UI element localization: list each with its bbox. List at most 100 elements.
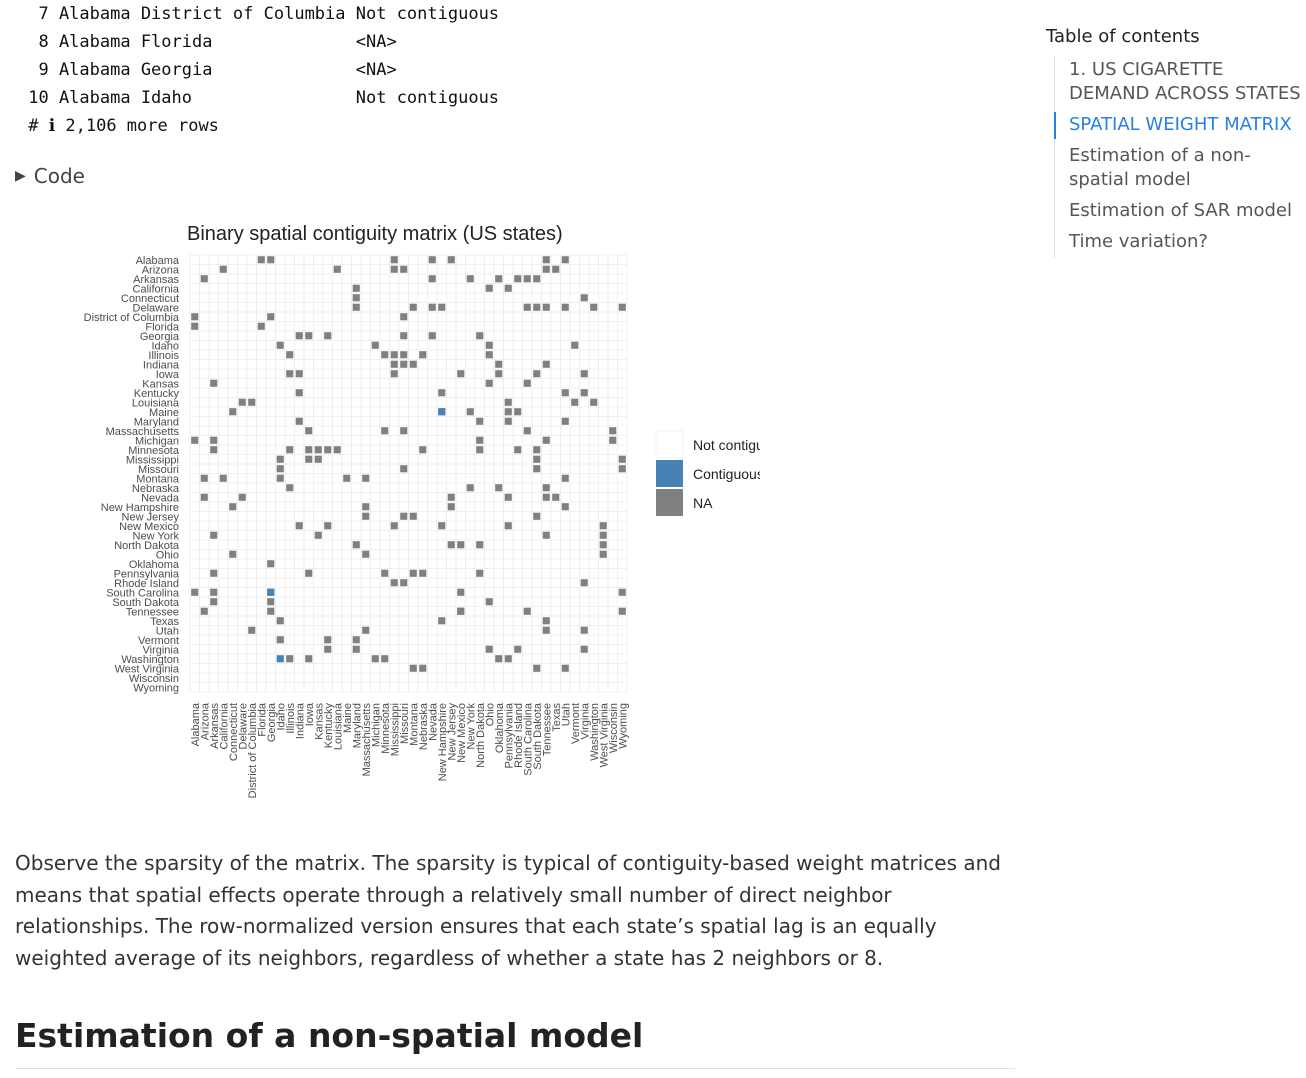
- na-cell: [400, 265, 408, 273]
- y-tick-label: New York: [133, 530, 180, 542]
- na-cell: [504, 655, 512, 663]
- na-cell: [495, 275, 503, 283]
- na-cell: [390, 522, 398, 530]
- na-cell: [618, 455, 626, 463]
- na-cell: [276, 617, 284, 625]
- na-cell: [542, 617, 550, 625]
- y-tick-label: New Mexico: [119, 521, 179, 533]
- na-cell: [409, 664, 417, 672]
- na-cell: [200, 493, 208, 501]
- na-cell: [210, 598, 218, 606]
- x-tick-label: Alabama: [190, 702, 202, 746]
- na-cell: [305, 332, 313, 340]
- toc-title: Table of contents: [1046, 26, 1200, 47]
- na-cell: [438, 389, 446, 397]
- na-cell: [400, 332, 408, 340]
- na-cell: [419, 569, 427, 577]
- x-tick-label: Vermont: [570, 703, 582, 744]
- na-cell: [419, 664, 427, 672]
- na-cell: [561, 417, 569, 425]
- y-tick-label: Maine: [149, 407, 179, 419]
- na-cell: [514, 408, 522, 416]
- output-row: 10 Alabama Idaho Not contiguous: [18, 88, 500, 108]
- y-tick-label: Nevada: [141, 492, 180, 504]
- x-tick-label: Kansas: [313, 703, 325, 740]
- na-cell: [324, 446, 332, 454]
- na-cell: [495, 655, 503, 663]
- na-cell: [390, 579, 398, 587]
- na-cell: [276, 474, 284, 482]
- na-cell: [390, 256, 398, 264]
- na-cell: [409, 303, 417, 311]
- na-cell: [504, 417, 512, 425]
- y-tick-label: South Dakota: [112, 597, 180, 609]
- na-cell: [523, 303, 531, 311]
- toc-item-spatial-weight-matrix[interactable]: SPATIAL WEIGHT MATRIX: [1054, 110, 1306, 141]
- na-cell: [533, 455, 541, 463]
- na-cell: [504, 398, 512, 406]
- y-tick-label: Idaho: [151, 340, 179, 352]
- na-cell: [219, 474, 227, 482]
- x-tick-label: New Mexico: [456, 703, 468, 763]
- na-cell: [580, 645, 588, 653]
- legend-key: [655, 430, 684, 459]
- legend: Not contiguous Contiguous NA: [655, 430, 760, 516]
- y-tick-label: Missouri: [138, 464, 179, 476]
- na-cell: [210, 588, 218, 596]
- na-cell: [305, 455, 313, 463]
- na-cell: [447, 493, 455, 501]
- na-cell: [324, 332, 332, 340]
- toc-item-time-variation[interactable]: Time variation?: [1069, 231, 1208, 252]
- x-tick-label: Maryland: [351, 703, 363, 748]
- na-cell: [381, 351, 389, 359]
- na-cell: [295, 370, 303, 378]
- na-cell: [618, 607, 626, 615]
- na-cell: [276, 341, 284, 349]
- na-cell: [485, 379, 493, 387]
- na-cell: [229, 503, 237, 511]
- na-cell: [504, 408, 512, 416]
- x-tick-label: Nebraska: [418, 702, 430, 750]
- na-cell: [400, 351, 408, 359]
- na-cell: [286, 351, 294, 359]
- na-cell: [485, 598, 493, 606]
- y-tick-label: North Dakota: [114, 540, 180, 552]
- y-tick-label: Arizona: [142, 264, 180, 276]
- x-tick-label: Washington: [589, 703, 601, 761]
- y-tick-label: Kentucky: [134, 388, 180, 400]
- y-tick-label: Minnesota: [128, 445, 180, 457]
- y-tick-label: Virginia: [143, 644, 180, 656]
- y-tick-label: New Jersey: [122, 511, 180, 523]
- x-tick-label: Missouri: [399, 703, 411, 744]
- toc-item-non-spatial-model[interactable]: Estimation of a non-spatial model: [1069, 145, 1251, 190]
- x-tick-label: Indiana: [294, 702, 306, 739]
- na-cell: [248, 626, 256, 634]
- na-cell: [476, 332, 484, 340]
- na-cell: [305, 569, 313, 577]
- na-cell: [485, 341, 493, 349]
- na-cell: [428, 303, 436, 311]
- na-cell: [495, 370, 503, 378]
- na-cell: [438, 617, 446, 625]
- toc-item-sar-model[interactable]: Estimation of SAR model: [1069, 200, 1292, 221]
- na-cell: [428, 256, 436, 264]
- na-cell: [618, 303, 626, 311]
- na-cell: [238, 493, 246, 501]
- na-cell: [352, 294, 360, 302]
- x-tick-label: South Dakota: [532, 702, 544, 770]
- contiguous-cell: [267, 588, 275, 596]
- na-cell: [191, 588, 199, 596]
- na-cell: [381, 569, 389, 577]
- na-cell: [571, 341, 579, 349]
- na-cell: [295, 389, 303, 397]
- toc-item-us-cigarette-demand[interactable]: 1. US CIGARETTE DEMAND ACROSS STATES: [1069, 59, 1301, 104]
- na-cell: [533, 512, 541, 520]
- y-tick-label: Montana: [136, 473, 180, 485]
- y-tick-label: Arkansas: [133, 274, 179, 286]
- x-tick-label: Wisconsin: [608, 703, 620, 753]
- na-cell: [352, 636, 360, 644]
- code-fold-toggle[interactable]: ▶ Code: [15, 164, 85, 188]
- tibble-output: 7 Alabama District of Columbia Not conti…: [18, 0, 499, 140]
- y-tick-label: Florida: [145, 321, 180, 333]
- y-tick-label: Oklahoma: [129, 559, 180, 571]
